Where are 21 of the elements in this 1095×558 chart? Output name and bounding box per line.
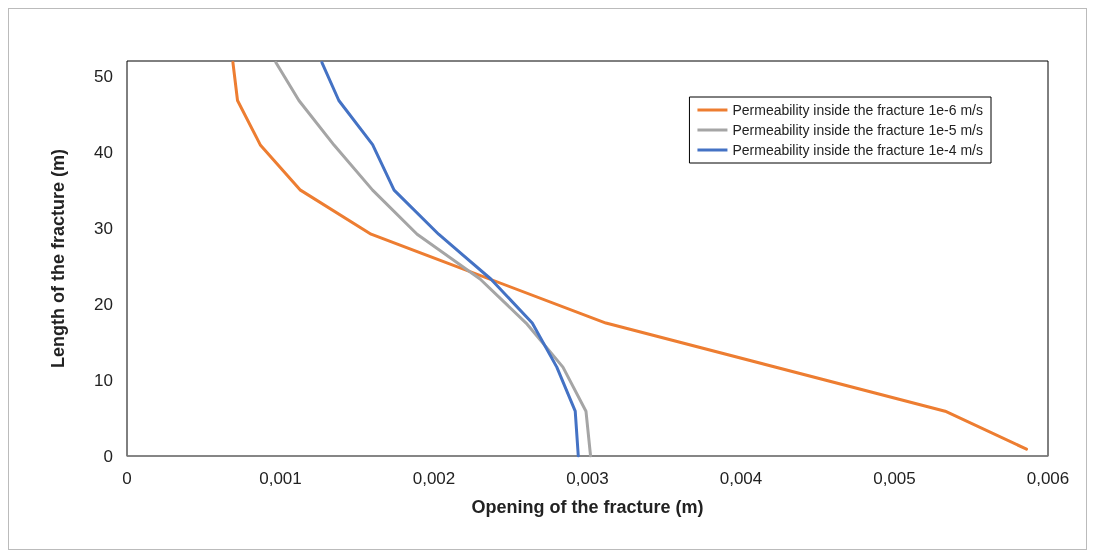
x-tick-label: 0,004 (719, 469, 763, 488)
x-axis-title: Opening of the fracture (m) (471, 497, 704, 517)
x-tick-label: 0,002 (412, 469, 456, 488)
y-tick-label: 40 (94, 142, 113, 162)
y-tick-label: 20 (94, 294, 113, 314)
line-series (274, 61, 593, 458)
y-tick-label: 0 (103, 446, 113, 466)
legend-label: Permeability inside the fracture 1e-4 m/s (732, 142, 984, 158)
x-tick-label: 0,001 (259, 469, 302, 488)
legend-label: Permeability inside the fracture 1e-6 m/s (732, 102, 984, 118)
y-tick-label: 30 (94, 218, 113, 238)
legend-label: Permeability inside the fracture 1e-5 m/s (732, 122, 984, 138)
x-tick-label: 0 (122, 469, 132, 488)
y-tick-label: 50 (94, 66, 113, 86)
x-tick-label: 0,003 (566, 469, 609, 488)
x-tick-label: 0,005 (873, 469, 916, 488)
y-axis-title: Length of the fracture (m) (48, 149, 68, 368)
line-series (320, 61, 580, 458)
line-series (231, 61, 1029, 451)
x-tick-label: 0,006 (1026, 469, 1070, 488)
y-tick-label: 10 (94, 370, 113, 390)
